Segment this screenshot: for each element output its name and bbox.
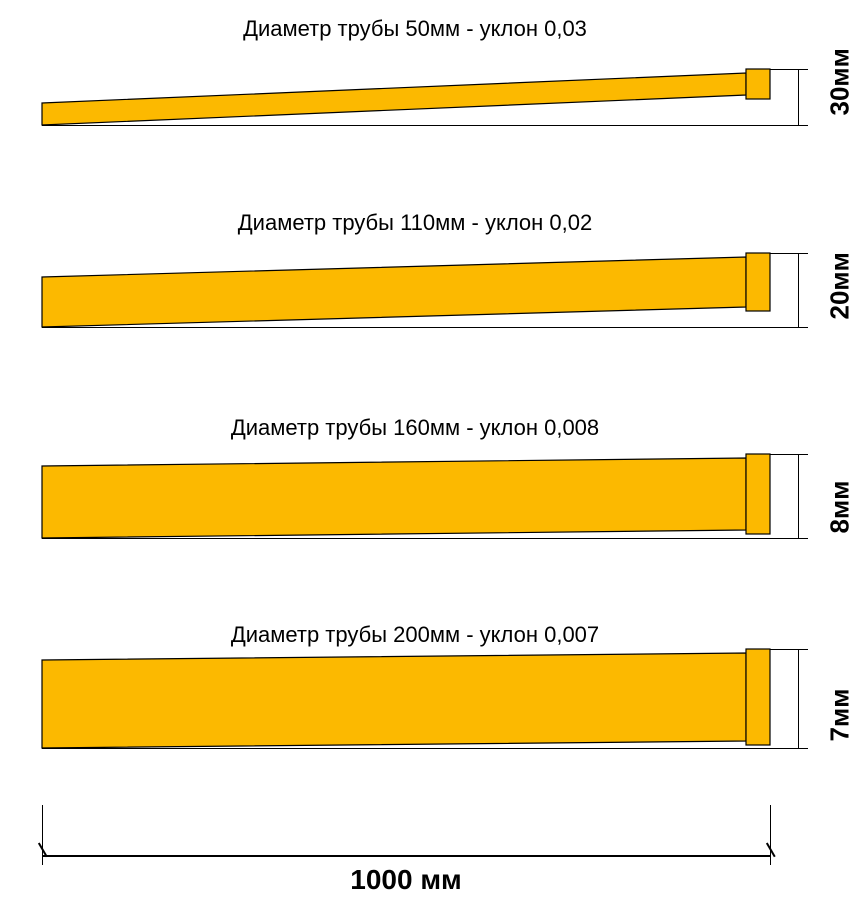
rise-label-2: 8мм [825, 454, 850, 534]
bottom-dim-ext-1 [770, 805, 771, 865]
baseline-1 [42, 327, 808, 328]
pipe-title-3: Диаметр трубы 200мм - уклон 0,007 [150, 622, 680, 648]
baseline-0 [42, 125, 808, 126]
dim-v-1 [798, 253, 799, 327]
pipe-shape-3 [0, 647, 850, 752]
diagram-canvas: Диаметр трубы 50мм - уклон 0,03 30мм Диаме… [0, 0, 850, 914]
dim-v-2 [798, 454, 799, 538]
pipe-title-0: Диаметр трубы 50мм - уклон 0,03 [150, 16, 680, 42]
rise-label-3: 7мм [825, 662, 850, 742]
baseline-3 [42, 748, 808, 749]
baseline-2 [42, 538, 808, 539]
pipe-title-1: Диаметр трубы 110мм - уклон 0,02 [150, 210, 680, 236]
pipe-shape-2 [0, 452, 850, 542]
bottom-dim-line [42, 855, 770, 857]
pipe-title-2: Диаметр трубы 160мм - уклон 0,008 [150, 415, 680, 441]
dim-v-0 [798, 69, 799, 125]
rise-label-1: 20мм [825, 240, 850, 320]
bottom-dim-ext-0 [42, 805, 43, 865]
pipe-shape-1 [0, 251, 850, 331]
dim-v-3 [798, 649, 799, 748]
rise-label-0: 30мм [825, 36, 850, 116]
pipe-shape-0 [0, 67, 850, 129]
bottom-dim-label: 1000 мм [42, 864, 770, 896]
